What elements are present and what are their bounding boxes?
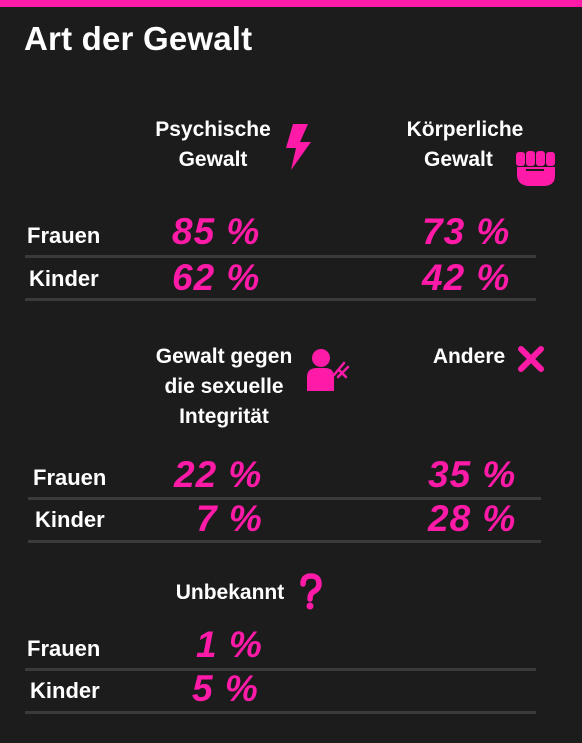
lightning-icon (286, 124, 311, 170)
value-sexuell-frauen: 22 % (174, 454, 263, 495)
header-koerperliche-line2: Gewalt (424, 148, 493, 171)
header-andere: Andere (424, 342, 514, 372)
row-separator (25, 298, 536, 301)
header-sexuelle-integritaet: Gewalt gegen die sexuelle Integrität (140, 342, 308, 432)
row-separator (25, 255, 536, 258)
value-koerperlich-frauen: 73 % (422, 211, 511, 252)
header-koerperliche-gewalt: Körperliche Gewalt (390, 115, 540, 175)
header-sexuell-line2: die sexuelle (164, 375, 284, 398)
fist-icon (516, 151, 555, 186)
header-unbekannt: Unbekannt (163, 578, 297, 608)
value-andere-kinder: 28 % (428, 498, 517, 539)
row-separator (25, 711, 536, 714)
header-psychische-line2: Gewalt (178, 148, 248, 171)
header-sexuell-line1: Gewalt gegen (155, 345, 293, 368)
x-mark-icon (518, 346, 544, 372)
header-unbekannt-line1: Unbekannt (175, 581, 285, 604)
row-label-frauen: Frauen (27, 636, 101, 661)
header-andere-line1: Andere (432, 345, 506, 368)
row-label-kinder: Kinder (30, 678, 100, 703)
row-separator (25, 668, 536, 671)
row-label-frauen: Frauen (33, 465, 107, 490)
value-psychisch-kinder: 62 % (172, 257, 261, 298)
value-unbekannt-kinder: 5 % (192, 668, 259, 709)
page-title: Art der Gewalt (24, 20, 253, 57)
header-sexuell-line3: Integrität (179, 405, 269, 428)
value-psychisch-frauen: 85 % (172, 211, 261, 252)
row-label-frauen: Frauen (27, 223, 101, 248)
value-unbekannt-frauen: 1 % (196, 624, 263, 665)
top-accent-bar (0, 0, 582, 7)
value-sexuell-kinder: 7 % (196, 498, 263, 539)
question-mark-icon (300, 573, 322, 610)
row-label-kinder: Kinder (29, 266, 99, 291)
row-separator (28, 497, 541, 500)
header-koerperliche-line1: Körperliche (406, 118, 524, 141)
header-psychische-line1: Psychische (155, 118, 271, 141)
row-label-kinder: Kinder (35, 507, 105, 532)
value-andere-frauen: 35 % (428, 454, 517, 495)
row-separator (28, 540, 541, 543)
value-koerperlich-kinder: 42 % (422, 257, 511, 298)
person-grabbed-icon (307, 349, 350, 391)
header-psychische-gewalt: Psychische Gewalt (148, 115, 278, 175)
